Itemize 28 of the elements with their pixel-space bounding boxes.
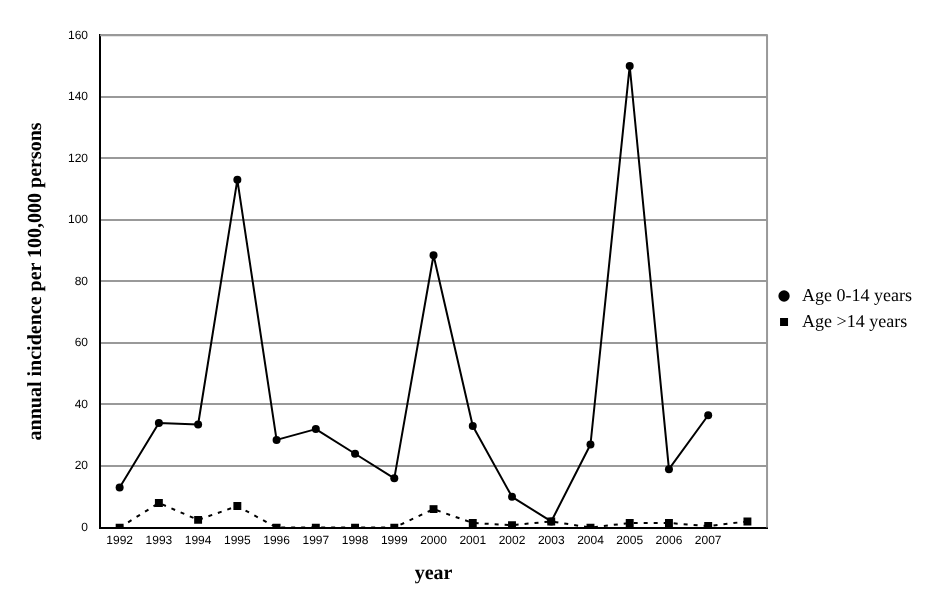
point [429,251,438,260]
point [194,515,203,524]
point [154,499,163,507]
x-axis-title: year [414,563,454,586]
point [154,418,163,427]
point [508,521,516,528]
point [115,483,124,492]
point [625,61,634,70]
point [233,175,242,184]
point [194,420,203,429]
point [390,474,399,483]
legend-label: Age 0-14 years [802,284,913,305]
point [468,519,477,527]
point [468,422,477,431]
legend-label: Age >14 years [802,310,909,331]
point [704,411,713,420]
point [272,435,281,444]
point [664,465,673,474]
point [311,425,320,434]
point [664,519,673,527]
point [508,492,516,501]
point [704,522,713,528]
point [743,517,752,526]
point [586,440,595,449]
point [625,519,634,527]
y-axis-title: annual incidence per 100,000 persons [25,122,48,441]
point [233,502,242,511]
point [351,449,360,458]
